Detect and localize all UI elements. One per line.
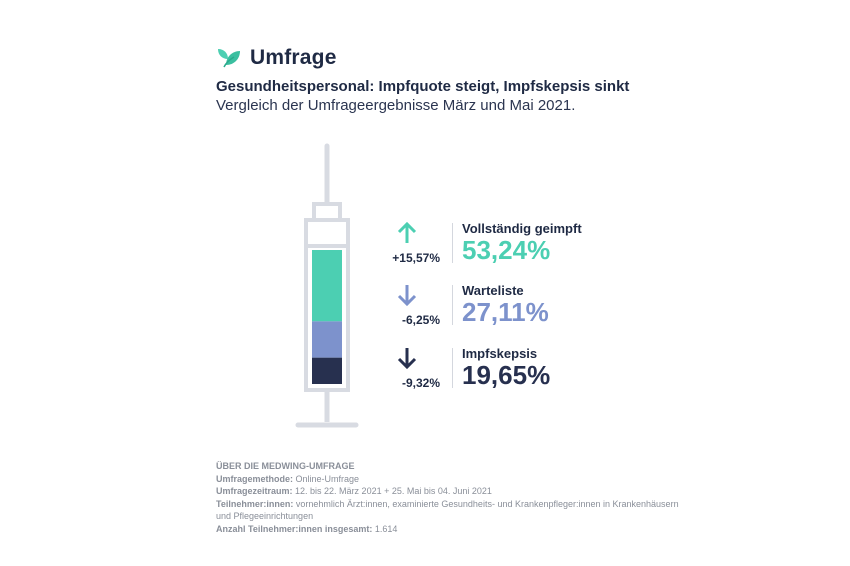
category-label: Vollständig geimpft: [462, 221, 582, 236]
brand: Umfrage: [216, 46, 337, 70]
bar-segment-2: [312, 321, 342, 358]
leaf-logo-icon: [218, 49, 240, 68]
category-label: Warteliste: [462, 283, 524, 298]
survey-info-line: Teilnehmer:innen: vornehmlich Ärzt:innen…: [216, 498, 679, 522]
change-label: -9,32%: [401, 376, 440, 390]
page-title: Gesundheitspersonal: Impfquote steigt, I…: [216, 78, 630, 95]
arrow-up-icon: [397, 221, 417, 243]
value-label: 53,24%: [462, 235, 551, 265]
stacked-fill: [312, 250, 342, 384]
syringe-chart: [295, 143, 359, 428]
bar-segment-3: [312, 357, 342, 384]
bar-segment-1: [312, 250, 342, 322]
survey-info-line: Anzahl Teilnehmer:innen insgesamt: 1.614: [216, 523, 398, 534]
page-subtitle: Vergleich der Umfrageergebnisse März und…: [216, 97, 576, 114]
syringe-barrel-top: [304, 218, 350, 248]
category-label: Impfskepsis: [462, 346, 538, 361]
survey-info-heading: ÜBER DIE MEDWING-UMFRAGE: [216, 461, 355, 471]
divider: [452, 223, 453, 263]
value-label: 19,65%: [462, 360, 551, 390]
survey-info-line: Umfragezeitraum: 12. bis 22. März 2021 +…: [216, 486, 492, 496]
divider: [452, 348, 453, 388]
change-label: -6,25%: [401, 313, 440, 327]
arrow-down-icon: [397, 285, 417, 307]
stat-row-vollstaendig: +15,57% Vollständig geimpft 53,24%: [370, 221, 650, 277]
divider: [452, 285, 453, 325]
value-label: 27,11%: [462, 297, 549, 327]
brand-header: Umfrage: [216, 46, 337, 70]
syringe-hub: [312, 202, 342, 222]
brand-name: Umfrage: [250, 46, 337, 69]
survey-info-line: Umfragemethode: Online-Umfrage: [216, 473, 360, 484]
change-label: +15,57%: [392, 251, 440, 265]
survey-info: ÜBER DIE MEDWING-UMFRAGE Umfragemethode:…: [216, 460, 686, 535]
arrow-down-icon: [397, 348, 417, 370]
stat-row-impfskepsis: -9,32% Impfskepsis 19,65%: [370, 346, 650, 402]
stat-row-warteliste: -6,25% Warteliste 27,11%: [370, 283, 650, 339]
